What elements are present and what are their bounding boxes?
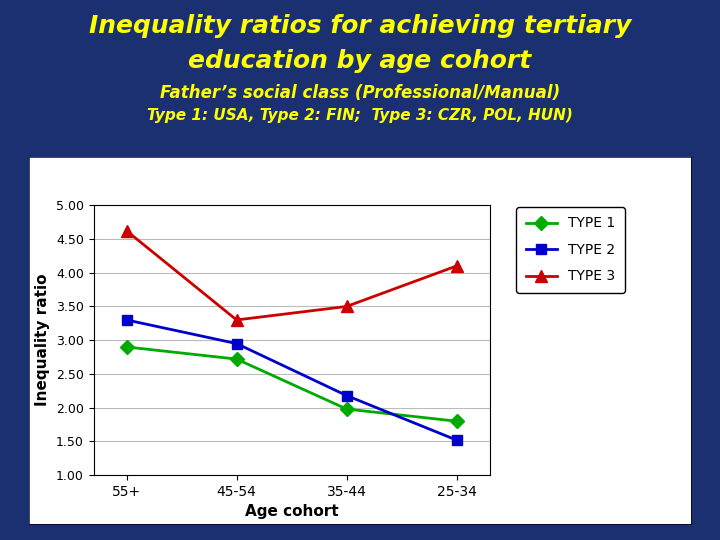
TYPE 1 [122, 343, 131, 350]
Text: Father’s social class (Professional/Manual): Father’s social class (Professional/Manu… [160, 84, 560, 102]
TYPE 1 [342, 406, 351, 413]
Legend: TYPE 1, TYPE 2, TYPE 3: TYPE 1, TYPE 2, TYPE 3 [516, 207, 625, 293]
TYPE 2 [233, 340, 241, 347]
TYPE 3 [122, 227, 131, 234]
TYPE 1 [452, 418, 461, 424]
TYPE 1 [233, 356, 241, 362]
TYPE 2 [122, 316, 131, 323]
X-axis label: Age cohort: Age cohort [245, 504, 338, 519]
Text: Type 1: USA, Type 2: FIN;  Type 3: CZR, POL, HUN): Type 1: USA, Type 2: FIN; Type 3: CZR, P… [147, 108, 573, 123]
TYPE 2 [452, 437, 461, 443]
TYPE 3 [233, 316, 241, 323]
Line: TYPE 1: TYPE 1 [122, 342, 462, 426]
Line: TYPE 2: TYPE 2 [122, 315, 462, 445]
Y-axis label: Inequality ratio: Inequality ratio [35, 274, 50, 407]
Text: Inequality ratios for achieving tertiary: Inequality ratios for achieving tertiary [89, 14, 631, 37]
TYPE 2 [342, 392, 351, 399]
TYPE 3 [342, 303, 351, 309]
TYPE 3 [452, 262, 461, 269]
Line: TYPE 3: TYPE 3 [121, 225, 462, 326]
Text: education by age cohort: education by age cohort [189, 49, 531, 72]
